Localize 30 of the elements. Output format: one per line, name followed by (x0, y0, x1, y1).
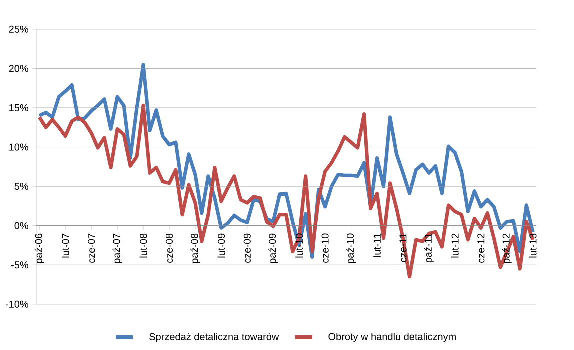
x-tick-label: cze-12 (478, 234, 485, 263)
x-tick-label: cze-10 (322, 234, 329, 263)
x-tick-label: cze-09 (244, 234, 251, 263)
x-tick-label: lut-09 (218, 234, 226, 258)
x-tick-label: cze-08 (166, 234, 174, 263)
y-tick-label: 0% (14, 222, 28, 230)
x-tick-label: lut-12 (452, 234, 459, 258)
legend-label: Sprzedaż detaliczna towarów (150, 332, 280, 342)
x-tick-label: paź-06 (34, 234, 44, 264)
y-tick-label: 15% (10, 104, 28, 112)
y-tick-label: -5% (11, 262, 28, 269)
y-tick-label: 5% (14, 183, 28, 190)
x-tick-label: cze-11 (400, 234, 407, 262)
x-tick-label: lut-08 (140, 234, 148, 258)
y-tick-label: 10% (10, 144, 28, 151)
x-tick-label: paź-11 (424, 234, 434, 263)
y-tick-label: 25% (9, 26, 28, 33)
x-tick-label: paź-12 (502, 234, 512, 264)
x-tick-label: paź-10 (346, 234, 356, 264)
x-tick-label: lut-10 (296, 234, 304, 258)
x-tick-label: lut-11 (374, 234, 381, 257)
x-tick-label: paź-09 (268, 234, 278, 264)
x-tick-label: lut-07 (62, 234, 70, 258)
y-tick-label: -10% (6, 300, 28, 308)
x-tick-label: paź-08 (190, 234, 200, 264)
y-tick-label: 20% (9, 65, 28, 72)
x-tick-label: lut-13 (529, 234, 537, 258)
x-tick-label: paź-07 (112, 234, 122, 264)
legend-label: Obroty w handlu detalicznym (328, 333, 456, 342)
x-tick-label: cze-07 (88, 234, 96, 263)
